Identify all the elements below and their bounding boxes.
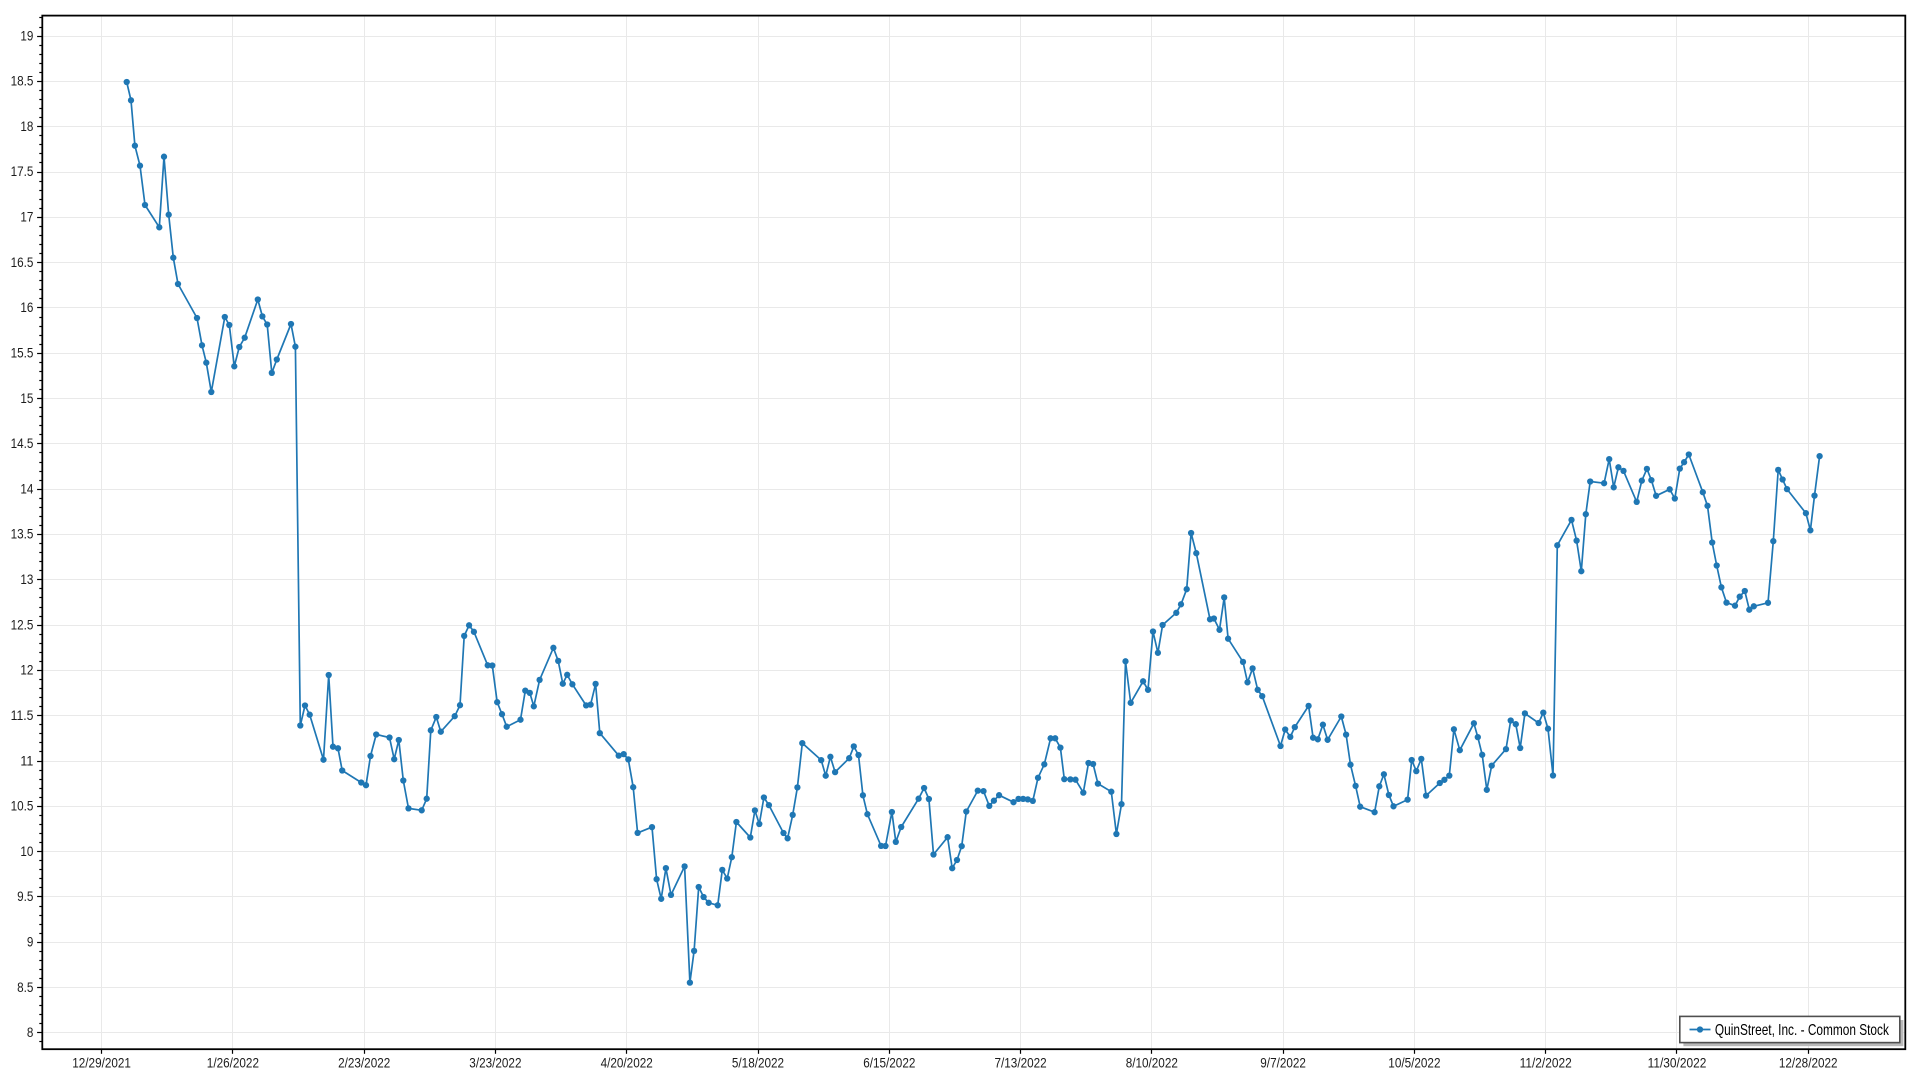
svg-text:QuinStreet, Inc. - Common Stoc: QuinStreet, Inc. - Common Stock: [1715, 1022, 1889, 1039]
svg-text:18.5: 18.5: [11, 73, 34, 89]
svg-text:1/26/2022: 1/26/2022: [207, 1055, 259, 1071]
svg-text:11/2/2022: 11/2/2022: [1520, 1055, 1572, 1071]
svg-text:18: 18: [20, 118, 33, 134]
svg-text:5/18/2022: 5/18/2022: [732, 1055, 784, 1071]
svg-text:10/5/2022: 10/5/2022: [1388, 1055, 1440, 1071]
svg-text:19: 19: [20, 27, 33, 43]
svg-text:17: 17: [20, 209, 33, 225]
svg-text:13.5: 13.5: [11, 526, 34, 542]
svg-text:9/7/2022: 9/7/2022: [1260, 1055, 1306, 1071]
svg-text:9: 9: [27, 934, 34, 950]
svg-text:11: 11: [20, 752, 33, 768]
svg-text:16.5: 16.5: [11, 254, 34, 270]
svg-text:12/28/2022: 12/28/2022: [1779, 1055, 1838, 1071]
svg-text:10.5: 10.5: [11, 798, 34, 814]
svg-text:12.5: 12.5: [11, 616, 34, 632]
svg-text:17.5: 17.5: [11, 163, 34, 179]
svg-text:11/30/2022: 11/30/2022: [1648, 1055, 1707, 1071]
svg-text:15: 15: [20, 390, 33, 406]
svg-text:8.5: 8.5: [17, 979, 33, 995]
svg-text:9.5: 9.5: [17, 888, 33, 904]
svg-text:3/23/2022: 3/23/2022: [469, 1055, 521, 1071]
svg-text:12: 12: [20, 662, 33, 678]
svg-text:11.5: 11.5: [11, 707, 34, 723]
svg-text:16: 16: [20, 299, 33, 315]
svg-text:4/20/2022: 4/20/2022: [601, 1055, 653, 1071]
svg-text:14: 14: [20, 480, 33, 496]
svg-text:10: 10: [20, 843, 33, 859]
svg-text:2/23/2022: 2/23/2022: [338, 1055, 390, 1071]
svg-text:13: 13: [20, 571, 33, 587]
svg-text:14.5: 14.5: [11, 435, 34, 451]
svg-text:15.5: 15.5: [11, 345, 34, 361]
svg-text:7/13/2022: 7/13/2022: [995, 1055, 1047, 1071]
svg-text:8: 8: [27, 1024, 34, 1040]
svg-text:12/29/2021: 12/29/2021: [72, 1055, 131, 1071]
svg-text:6/15/2022: 6/15/2022: [863, 1055, 915, 1071]
svg-text:8/10/2022: 8/10/2022: [1126, 1055, 1178, 1071]
